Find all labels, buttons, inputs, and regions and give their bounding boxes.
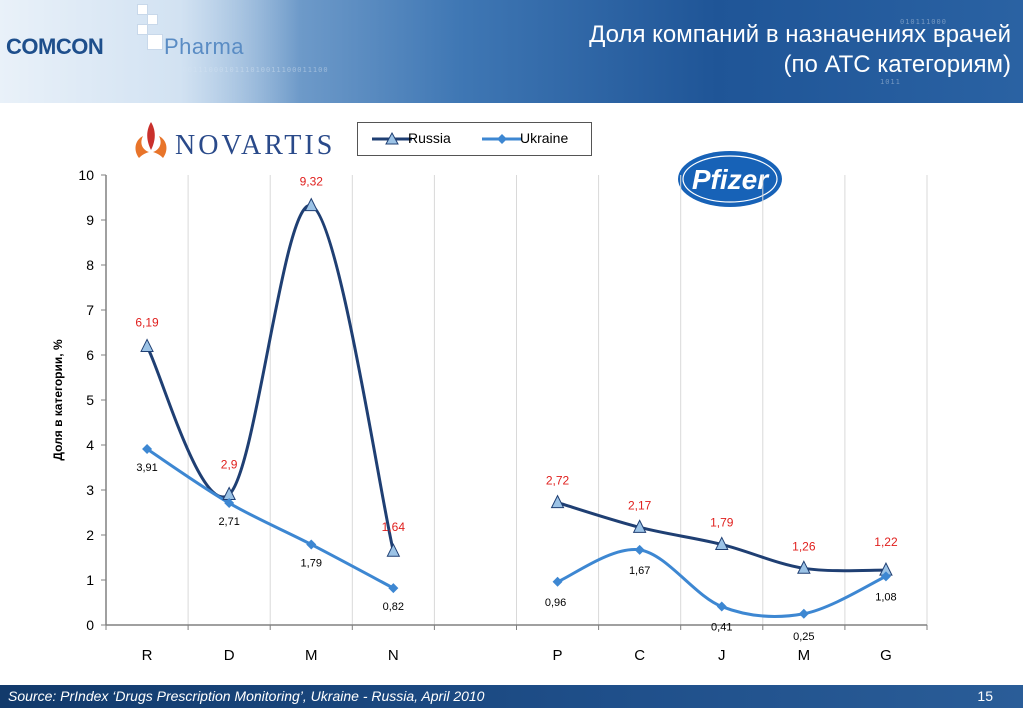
russia-point-marker	[632, 519, 647, 533]
russia-data-label: 1,79	[710, 515, 734, 529]
ukraine-data-label: 1,08	[875, 591, 896, 603]
x-tick-label: D	[224, 647, 235, 664]
logo-square	[137, 4, 148, 15]
ukraine-point-marker	[880, 571, 891, 582]
header-banner: 1010110001010011100010111010011100011100…	[0, 0, 1023, 103]
novartis-wordmark: NOVARTIS	[175, 130, 336, 161]
ukraine-point-marker	[142, 444, 153, 455]
russia-data-label: 6,19	[135, 315, 159, 329]
ukraine-point-marker	[224, 498, 235, 509]
ukraine-series-line	[146, 447, 395, 590]
russia-point-marker	[714, 536, 729, 550]
y-tick-label: 5	[86, 392, 94, 408]
ukraine-point-marker	[798, 608, 809, 619]
ukraine-point-marker	[634, 544, 645, 555]
logo-square	[147, 34, 163, 50]
legend-ukraine-marker	[482, 134, 522, 144]
y-axis-label: Доля в категории, %	[51, 339, 65, 461]
ukraine-data-label: 0,25	[793, 631, 814, 643]
y-tick-label: 0	[86, 617, 94, 633]
russia-data-label: 1,22	[874, 535, 898, 549]
ukraine-data-label: 3,91	[136, 462, 157, 474]
chart-markers	[140, 197, 893, 619]
y-tick-label: 4	[86, 437, 94, 453]
russia-data-label: 2,17	[628, 498, 652, 512]
y-tick-label: 6	[86, 347, 94, 363]
y-tick-label: 10	[78, 167, 94, 183]
russia-data-label: 2,72	[546, 474, 570, 488]
y-tick-label: 7	[86, 302, 94, 318]
x-tick-label: M	[798, 647, 811, 664]
x-tick-label: M	[305, 647, 318, 664]
russia-data-label: 2,9	[221, 458, 238, 472]
pfizer-logo: Pfizer	[676, 149, 784, 209]
russia-point-marker	[222, 486, 236, 500]
russia-series-line	[145, 204, 395, 552]
binary-decoration: 010111000	[900, 18, 947, 26]
russia-data-label: 1,64	[382, 520, 406, 534]
x-tick-label: C	[634, 647, 645, 664]
binary-decoration: 1011	[880, 78, 901, 86]
page-number: 15	[977, 688, 993, 704]
ukraine-point-marker	[388, 583, 399, 594]
chart-data-labels: 6,19 2,9 9,32 1,64 2,72 2,17 1,79 1,26 1,22 3,91 2…	[135, 175, 898, 643]
russia-data-label: 1,26	[792, 539, 816, 553]
y-tick-label: 1	[86, 572, 94, 588]
x-tick-label: R	[142, 647, 153, 664]
chart-legend: Russia Ukraine	[357, 122, 592, 156]
russia-point-marker	[386, 543, 401, 557]
russia-data-label: 9,32	[300, 175, 324, 189]
x-tick-label: G	[880, 647, 892, 664]
russia-point-marker	[304, 197, 319, 212]
ukraine-data-label: 0,96	[545, 597, 566, 609]
ukraine-data-label: 1,79	[301, 557, 322, 569]
chart-grid	[187, 175, 928, 625]
y-tick-label: 2	[86, 527, 94, 543]
logo-square	[147, 14, 158, 25]
ukraine-data-label: 1,67	[629, 565, 650, 577]
x-tick-label: N	[388, 647, 399, 664]
ukraine-series-line	[556, 548, 887, 618]
legend-russia-label: Russia	[408, 130, 451, 146]
legend-russia-marker	[372, 131, 412, 145]
x-tick-label: P	[553, 647, 563, 664]
chart-lines	[145, 204, 887, 618]
page-title: Доля компаний в назначениях врачей (по А…	[589, 20, 1011, 80]
chart-axes: 0 1 2 3 4 5 6 7 8 9 10 R D M N P C J M G	[78, 167, 928, 664]
source-note: Source: PrIndex ‘Drugs Prescription Moni…	[8, 688, 485, 704]
ukraine-data-label: 2,71	[218, 516, 239, 528]
novartis-logo: NOVARTIS	[127, 116, 339, 162]
ukraine-point-marker	[716, 601, 727, 612]
y-tick-label: 8	[86, 257, 94, 273]
ukraine-point-marker	[306, 539, 317, 550]
brand-pharma: Pharma	[164, 34, 245, 59]
y-tick-label: 9	[86, 212, 94, 228]
footer-bar: Source: PrIndex ‘Drugs Prescription Moni…	[0, 685, 1023, 708]
logo-square	[137, 24, 148, 35]
novartis-flame-icon	[135, 122, 167, 158]
ukraine-data-label: 0,82	[383, 601, 404, 613]
brand-comcon: COMCON	[6, 34, 104, 59]
russia-point-marker	[797, 560, 811, 574]
title-line-1: Доля компаний в назначениях врачей	[589, 21, 1011, 48]
russia-point-marker	[550, 494, 565, 509]
title-line-2: (по АТС категориям)	[783, 51, 1011, 78]
pfizer-oval-icon: Pfizer	[678, 151, 782, 207]
legend-ukraine-label: Ukraine	[520, 130, 569, 146]
x-tick-label: J	[718, 647, 726, 664]
y-tick-label: 3	[86, 482, 94, 498]
russia-point-marker	[879, 561, 893, 576]
pfizer-wordmark: Pfizer	[692, 164, 770, 195]
ukraine-point-marker	[552, 576, 563, 587]
ukraine-data-label: 0,41	[711, 622, 732, 634]
russia-series-line	[557, 501, 886, 573]
russia-point-marker	[140, 338, 154, 352]
